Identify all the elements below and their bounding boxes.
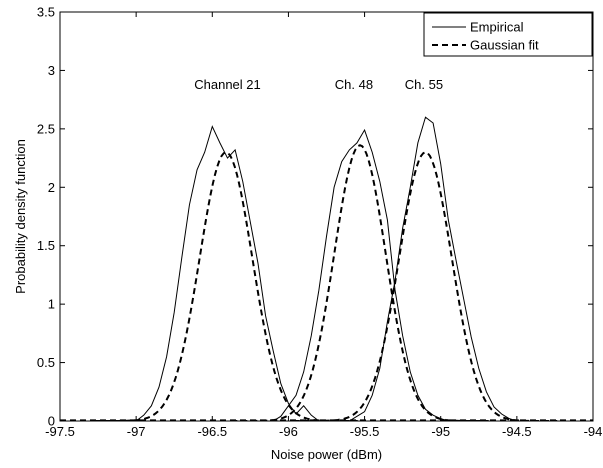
annotation-channel-21: Channel 21 xyxy=(194,77,261,92)
legend-label-empirical: Empirical xyxy=(470,20,524,35)
legend-box xyxy=(423,12,593,57)
y-tick-label: 1.5 xyxy=(37,238,55,253)
annotation-ch-48: Ch. 48 xyxy=(335,77,373,92)
y-tick-label: 0.5 xyxy=(37,355,55,370)
x-tick-label: -97 xyxy=(127,424,146,439)
x-tick-label: -94.5 xyxy=(502,424,532,439)
y-tick-label: 3.5 xyxy=(37,5,55,20)
x-tick-label: -94 xyxy=(584,424,603,439)
y-axis-label: Probability density function xyxy=(13,139,28,294)
y-tick-label: 0 xyxy=(48,414,55,429)
x-tick-label: -96.5 xyxy=(197,424,227,439)
x-tick-label: -97.5 xyxy=(45,424,75,439)
y-tick-label: 2 xyxy=(48,180,55,195)
y-tick-label: 2.5 xyxy=(37,121,55,136)
x-tick-label: -95.5 xyxy=(350,424,380,439)
legend: Empirical Gaussian fit xyxy=(423,12,593,57)
empirical-curve-ch-55 xyxy=(349,116,518,421)
legend-label-gaussian-fit: Gaussian fit xyxy=(470,38,539,53)
axes-frame xyxy=(59,11,594,422)
y-tick-label: 3 xyxy=(48,63,55,78)
empirical-curve-ch-48 xyxy=(272,128,449,421)
x-tick-label: -95 xyxy=(431,424,450,439)
y-tick-label: 1 xyxy=(48,297,55,312)
x-tick-label: -96 xyxy=(279,424,298,439)
x-axis-label: Noise power (dBm) xyxy=(271,447,382,462)
annotation-ch-55: Ch. 55 xyxy=(405,77,443,92)
empirical-curve-channel-21 xyxy=(135,125,320,421)
